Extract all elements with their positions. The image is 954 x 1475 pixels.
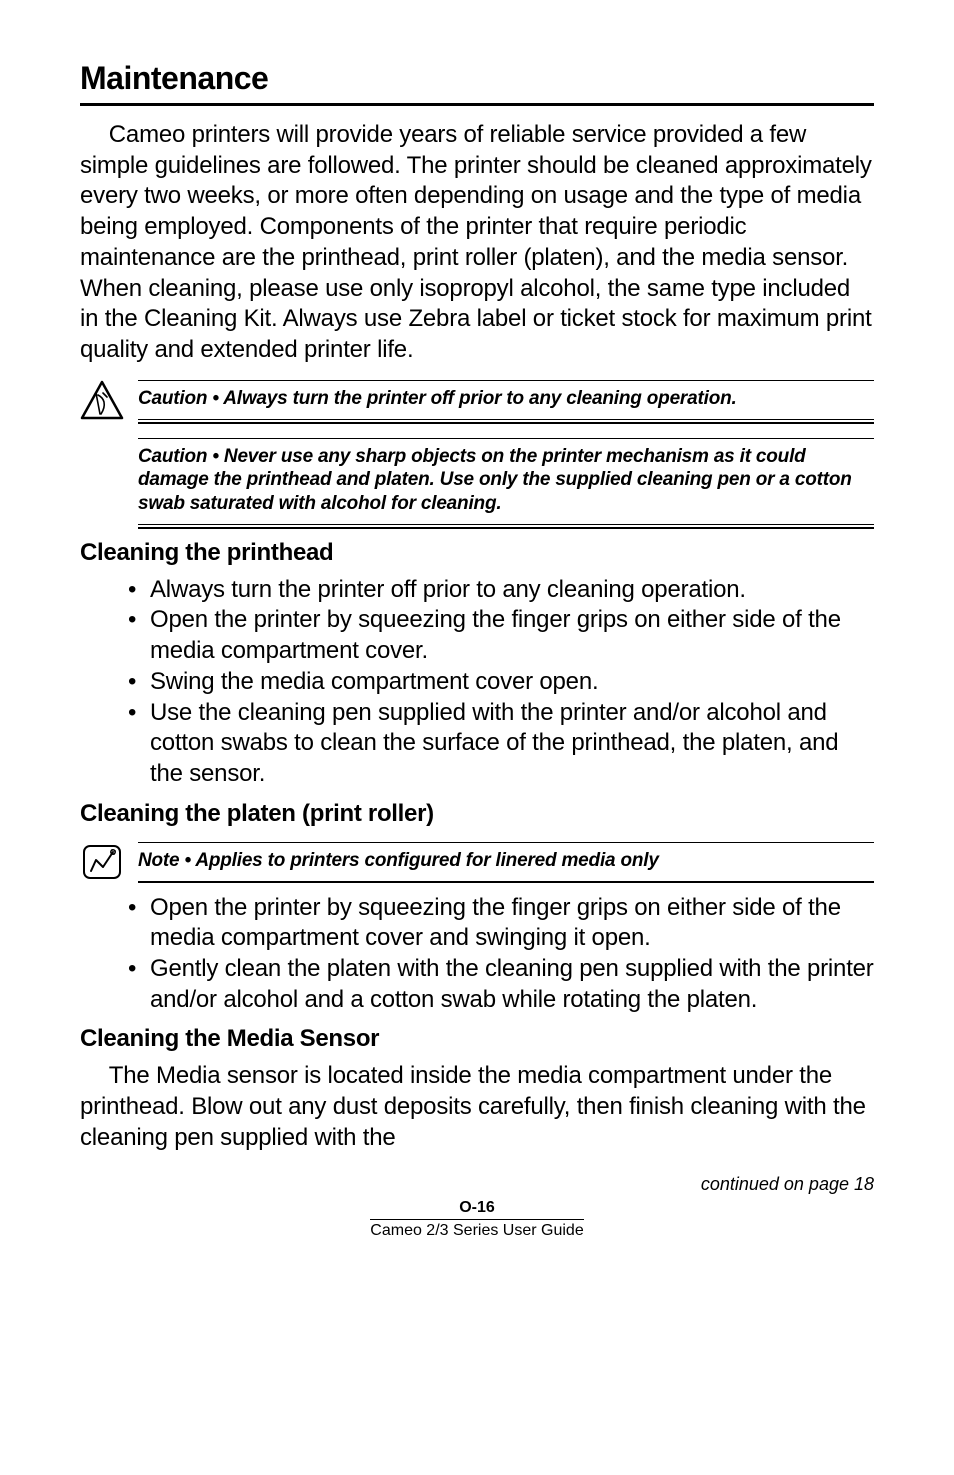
caution-triangle-icon xyxy=(80,380,124,420)
callout-rule-bot xyxy=(138,422,874,424)
section-heading-platen: Cleaning the platen (print roller) xyxy=(80,800,874,828)
callout-rule-bot xyxy=(138,881,874,883)
list-item: Use the cleaning pen supplied with the p… xyxy=(128,698,874,790)
list-item: Open the printer by squeezing the finger… xyxy=(128,605,874,666)
section-heading-media-sensor: Cleaning the Media Sensor xyxy=(80,1025,874,1053)
section-heading-printhead: Cleaning the printhead xyxy=(80,539,874,567)
printhead-bullets: Always turn the printer off prior to any… xyxy=(80,575,874,790)
callout-box: Caution • Never use any sharp objects on… xyxy=(138,438,874,529)
caution-callout-1: Caution • Always turn the printer off pr… xyxy=(80,380,874,424)
list-item: Gently clean the platen with the cleanin… xyxy=(128,954,874,1015)
callout-rule-mid xyxy=(138,419,874,420)
callout-rule-bot xyxy=(138,527,874,529)
caution-callout-2: Caution • Never use any sharp objects on… xyxy=(80,438,874,529)
callout-text: Note • Applies to printers configured fo… xyxy=(138,843,874,881)
intro-paragraph: Cameo printers will provide years of rel… xyxy=(80,120,874,366)
note-callout: Note • Applies to printers configured fo… xyxy=(80,842,874,883)
callout-box: Note • Applies to printers configured fo… xyxy=(138,842,874,883)
page-title: Maintenance xyxy=(80,60,874,97)
platen-bullets: Open the printer by squeezing the finger… xyxy=(80,893,874,1016)
callout-rule-mid xyxy=(138,524,874,525)
media-sensor-paragraph: The Media sensor is located inside the m… xyxy=(80,1061,874,1153)
note-icon xyxy=(80,842,124,882)
list-item: Always turn the printer off prior to any… xyxy=(128,575,874,606)
list-item: Swing the media compartment cover open. xyxy=(128,667,874,698)
footer-page-number: O-16 xyxy=(80,1199,874,1217)
title-rule xyxy=(80,103,874,106)
callout-box: Caution • Always turn the printer off pr… xyxy=(138,380,874,424)
callout-text: Caution • Always turn the printer off pr… xyxy=(138,381,874,419)
page-footer: O-16 Cameo 2/3 Series User Guide xyxy=(80,1199,874,1240)
page-container: Maintenance Cameo printers will provide … xyxy=(0,0,954,1475)
list-item: Open the printer by squeezing the finger… xyxy=(128,893,874,954)
footer-guide-title: Cameo 2/3 Series User Guide xyxy=(370,1219,583,1240)
continued-note: continued on page 18 xyxy=(80,1174,874,1195)
callout-text: Caution • Never use any sharp objects on… xyxy=(138,439,874,524)
